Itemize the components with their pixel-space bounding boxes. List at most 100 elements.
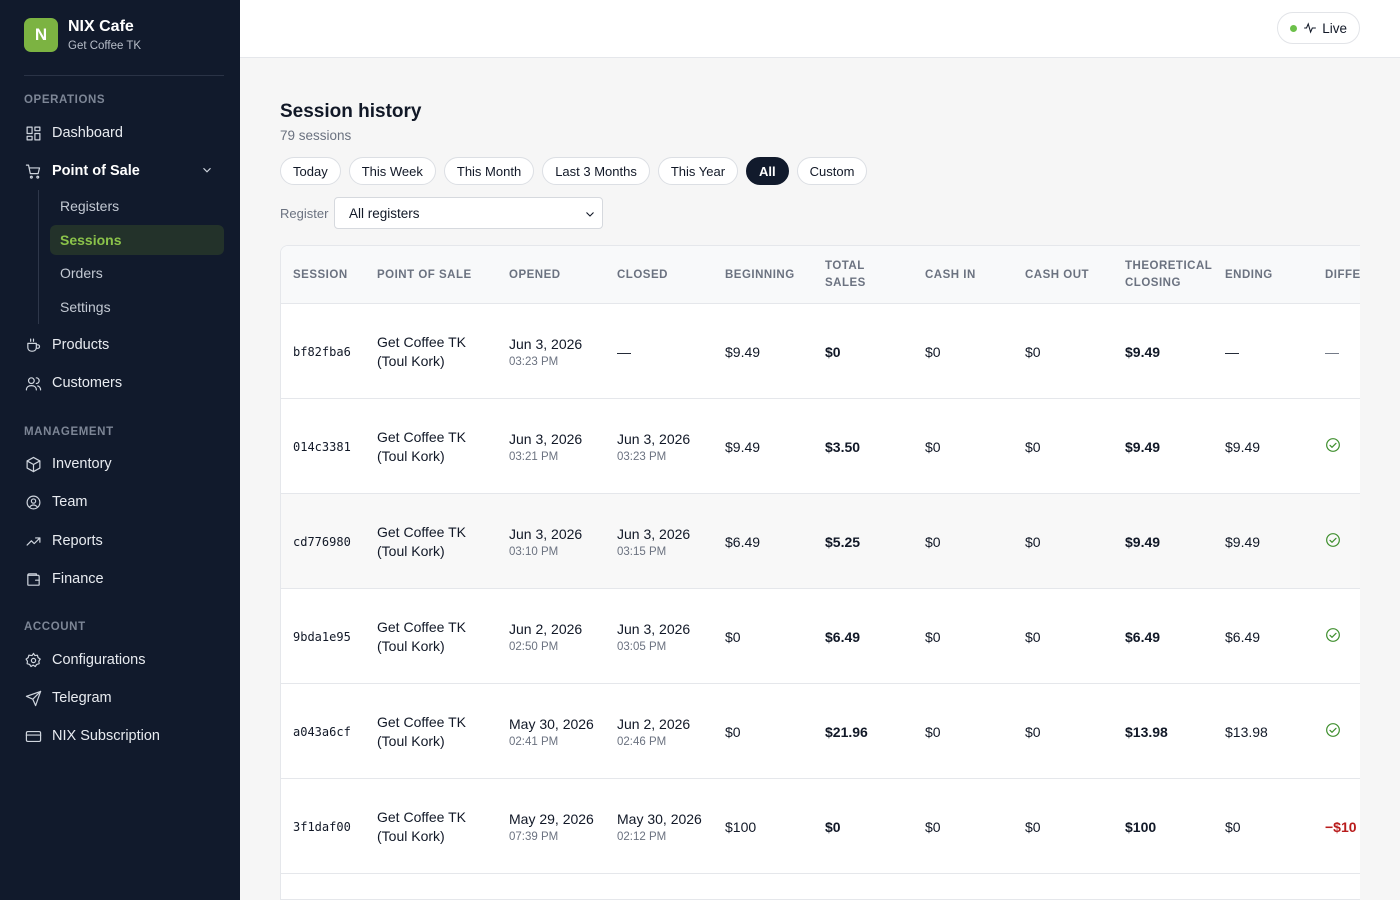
beginning-value: $100 (725, 818, 757, 835)
sidebar-item-telegram[interactable]: Telegram (24, 683, 224, 713)
opened-date: Jun 2, 2026 (509, 621, 583, 637)
filter-today[interactable]: Today (280, 157, 341, 185)
pos-location: (Toul Kork) (377, 447, 445, 464)
theoretical-closing-value: $100 (1125, 818, 1157, 835)
sidebar-subitem-registers[interactable]: Registers (60, 198, 120, 214)
session-count: 79 sessions (280, 128, 352, 143)
table-row[interactable]: bf82fba6 Get Coffee TK (Toul Kork) Jun 3, 2… (281, 304, 1360, 399)
cash-out-value: $0 (1025, 818, 1041, 835)
cell-beginning: $9.49 (725, 399, 760, 494)
header-difference[interactable]: DIFFE (1325, 268, 1360, 281)
box-icon (24, 455, 42, 473)
table-row[interactable]: 3f1daf00 Get Coffee TK (Toul Kork) May 29, … (281, 779, 1360, 874)
sidebar-item-dashboard[interactable]: Dashboard (24, 118, 224, 148)
opened-time: 03:10 PM (509, 546, 559, 558)
sidebar-subitem-settings[interactable]: Settings (60, 299, 111, 315)
sidebar-item-configurations[interactable]: Configurations (24, 645, 224, 675)
total-sales-value: $3.50 (825, 438, 861, 455)
sidebar-item-reports[interactable]: Reports (24, 526, 224, 556)
session-id[interactable]: a043a6cf (293, 724, 351, 739)
sidebar-item-label: Reports (52, 533, 103, 549)
opened-date: May 30, 2026 (509, 716, 594, 732)
dashboard-icon (24, 124, 42, 142)
session-id[interactable]: 3f1daf00 (293, 819, 351, 834)
pos-name: Get Coffee TK (377, 808, 466, 825)
total-sales-value: $0 (825, 818, 841, 835)
page-title: Session history (280, 101, 422, 122)
filter-this-year[interactable]: This Year (657, 157, 739, 185)
cell-theoretical-closing: $9.49 (1125, 304, 1160, 399)
user-circle-icon (24, 493, 42, 511)
table-row[interactable]: 9bda1e95 Get Coffee TK (Toul Kork) Jun 2, 2… (281, 589, 1360, 684)
cell-opened: May 30, 2026 02:41 PM (509, 684, 594, 779)
ending-value: $0 (1225, 818, 1241, 835)
live-label: Live (1322, 20, 1347, 36)
header-point-of-sale[interactable]: POINT OF SALE (377, 268, 472, 281)
table-row[interactable]: 014c3381 Get Coffee TK (Toul Kork) Jun 3, 2… (281, 399, 1360, 494)
filter-last-3-months[interactable]: Last 3 Months (542, 157, 650, 185)
header-total-sales[interactable]: TOTAL SALES (825, 260, 866, 289)
cash-out-value: $0 (1025, 628, 1041, 645)
ending-value: $13.98 (1225, 723, 1268, 740)
difference-value: −$10 (1325, 818, 1357, 835)
live-button[interactable]: Live (1277, 12, 1360, 44)
sidebar-item-finance[interactable]: Finance (24, 564, 224, 594)
coffee-cup-icon (24, 336, 42, 354)
cell-cash-in: $0 (925, 304, 941, 399)
sidebar-item-nix-subscription[interactable]: NIX Subscription (24, 721, 224, 751)
beginning-value: $6.49 (725, 533, 761, 550)
ending-value: $9.49 (1225, 438, 1261, 455)
header-cash-out[interactable]: CASH OUT (1025, 268, 1090, 281)
beginning-value: $9.49 (725, 438, 761, 455)
filter-all[interactable]: All (746, 157, 789, 185)
cell-cash-out: $0 (1025, 684, 1041, 779)
closed-time: 02:46 PM (617, 736, 667, 748)
table-row[interactable]: a043a6cf Get Coffee TK (Toul Kork) May 30, … (281, 684, 1360, 779)
filter-this-month[interactable]: This Month (443, 157, 535, 185)
filter-custom[interactable]: Custom (796, 157, 868, 185)
cell-point-of-sale: Get Coffee TK (Toul Kork) (377, 589, 466, 684)
header-theoretical-closing[interactable]: THEORETICAL CLOSING (1125, 260, 1213, 289)
sidebar-item-team[interactable]: Team (24, 487, 224, 517)
header-closed[interactable]: CLOSED (617, 268, 668, 281)
header-ending[interactable]: ENDING (1225, 268, 1273, 281)
opened-time: 02:50 PM (509, 641, 559, 653)
sidebar-item-inventory[interactable]: Inventory (24, 449, 224, 479)
brand[interactable]: N NIX Cafe Get Coffee TK (24, 18, 141, 52)
session-id[interactable]: bf82fba6 (293, 344, 351, 359)
closed-time: 02:12 PM (617, 831, 667, 843)
opened-date: Jun 3, 2026 (509, 526, 583, 542)
register-select[interactable]: All registers (334, 197, 603, 229)
cell-ending: $13.98 (1225, 684, 1268, 779)
sidebar-item-customers[interactable]: Customers (24, 368, 224, 398)
session-id[interactable]: 014c3381 (293, 439, 351, 454)
section-label-account: ACCOUNT (24, 621, 86, 633)
cell-ending: — (1225, 304, 1239, 399)
check-circle-icon (1325, 532, 1341, 551)
header-session[interactable]: SESSION (293, 268, 348, 281)
sidebar-item-point-of-sale[interactable]: Point of Sale (24, 156, 224, 186)
sidebar-subitem-orders[interactable]: Orders (60, 265, 103, 281)
check-circle-icon (1325, 437, 1341, 456)
chevron-down-icon[interactable] (200, 163, 214, 177)
session-id[interactable]: cd776980 (293, 534, 351, 549)
header-beginning[interactable]: BEGINNING (725, 268, 795, 281)
cell-session: cd776980 (293, 494, 351, 589)
cell-point-of-sale: Get Coffee TK (Toul Kork) (377, 779, 466, 874)
cell-session: 9bda1e95 (293, 589, 351, 684)
cell-cash-out: $0 (1025, 494, 1041, 589)
table-row[interactable]: cd776980 Get Coffee TK (Toul Kork) Jun 3, 2… (281, 494, 1360, 589)
ending-value: $6.49 (1225, 628, 1261, 645)
sidebar-item-products[interactable]: Products (24, 330, 224, 360)
session-id[interactable]: 9bda1e95 (293, 629, 351, 644)
cell-ending: $9.49 (1225, 399, 1260, 494)
header-cash-in[interactable]: CASH IN (925, 268, 976, 281)
cell-difference (1325, 494, 1341, 589)
opened-time: 07:39 PM (509, 831, 559, 843)
sidebar-subitem-sessions[interactable]: Sessions (50, 225, 224, 255)
cell-closed: Jun 3, 2026 03:05 PM (617, 589, 690, 684)
header-opened[interactable]: OPENED (509, 268, 561, 281)
cash-in-value: $0 (925, 628, 941, 645)
filter-this-week[interactable]: This Week (348, 157, 436, 185)
cell-beginning: $0 (725, 684, 741, 779)
